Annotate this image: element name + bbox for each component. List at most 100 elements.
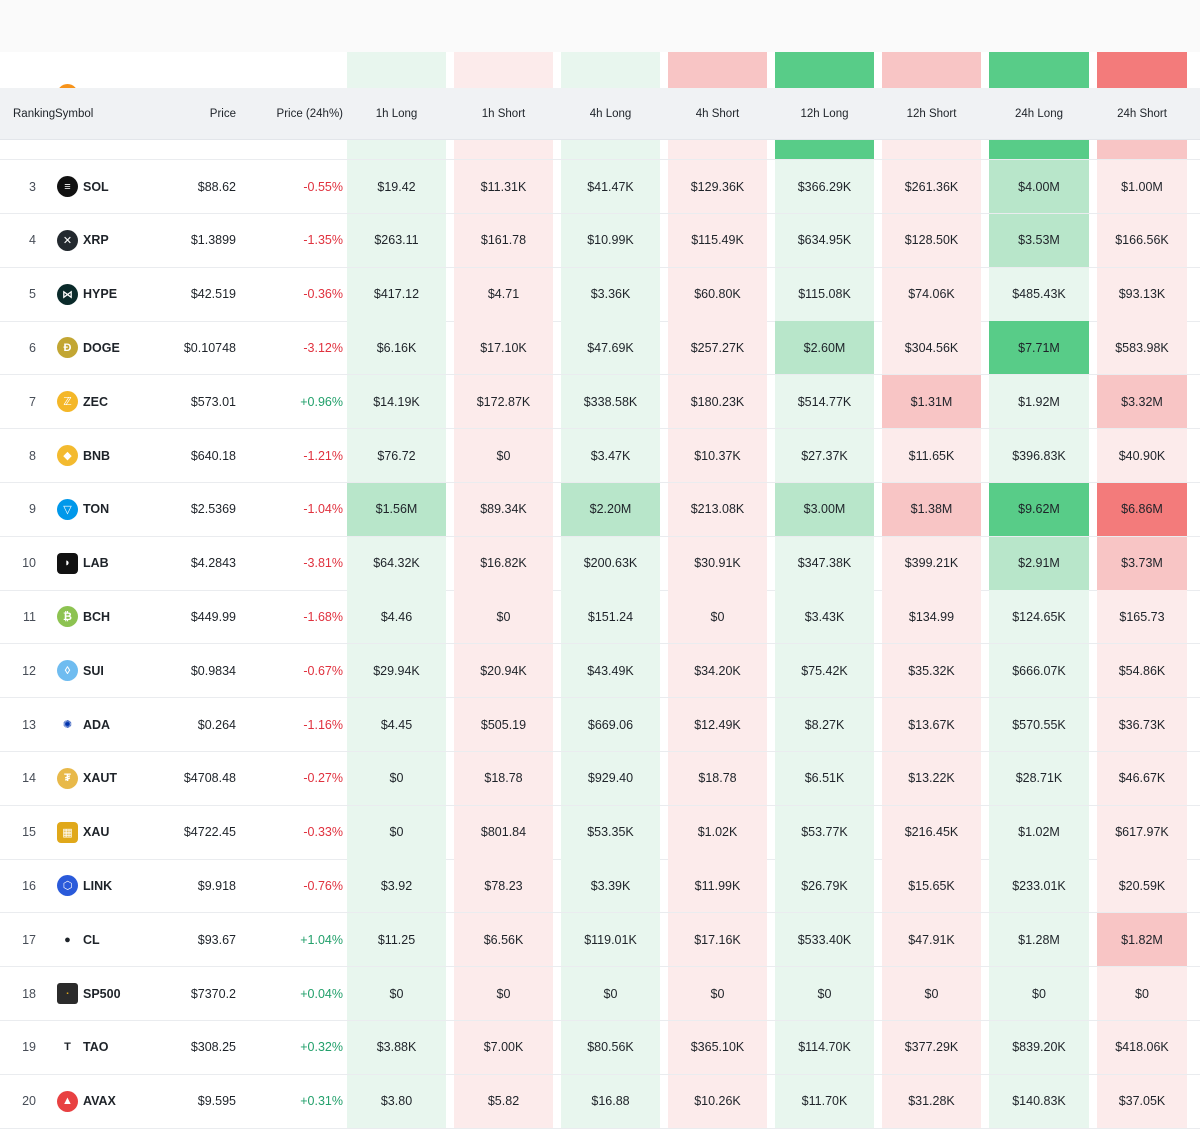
header-symbol[interactable]: Symbol — [55, 108, 94, 120]
rank-number: 11 — [23, 609, 36, 624]
table-row[interactable]: $3.92 $78.23 $3.39K $11.99K $26.79K $15.65K $2… — [0, 859, 1200, 914]
table-row[interactable]: $14.19K $172.87K $338.58K $180.23K $514.77K $… — [0, 375, 1200, 430]
header-price[interactable]: Price — [209, 108, 236, 120]
symbol-cell[interactable]: ₿ BCH — [57, 590, 177, 643]
table-row[interactable]: $11.25 $6.56K $119.01K $17.16K $533.40K $47.9… — [0, 913, 1200, 968]
cell-12h-long: $0 — [775, 967, 874, 1020]
cell-24h-long: $485.43K — [989, 267, 1089, 321]
header-24h-short[interactable]: 24h Short — [1117, 108, 1167, 120]
symbol-cell[interactable]: T TAO — [57, 1021, 177, 1074]
symbol-label: AVAX — [83, 1094, 116, 1109]
header-1h-long[interactable]: 1h Long — [375, 108, 418, 120]
price-change-value: -0.36% — [303, 287, 343, 302]
xrp-icon: ✕ — [57, 229, 78, 251]
price-value: $7370.2 — [190, 986, 236, 1001]
cell-12h-long: $366.29K — [775, 160, 874, 213]
header-24h-long[interactable]: 24h Long — [1015, 108, 1063, 120]
cell-12h-short: $15.65K — [882, 859, 981, 913]
cell-12h-short: $31.28K — [882, 1074, 981, 1128]
table-row[interactable]: $76.72 $0 $3.47K $10.37K $27.37K $11.65K $396.… — [0, 429, 1200, 483]
cell-1h-short: $0 — [454, 590, 553, 644]
table-row[interactable]: $4.46 $0 $151.24 $0 $3.43K $134.99 $124.65K $16… — [0, 590, 1200, 645]
header-price-change[interactable]: Price (24h%) — [276, 108, 343, 120]
cell-24h-short: $93.13K — [1097, 267, 1187, 321]
symbol-label: ZEC — [83, 394, 108, 409]
symbol-cell[interactable]: ▪ SP500 — [57, 967, 177, 1020]
price-change-value: -3.12% — [303, 340, 343, 355]
table-row[interactable]: $0 $0 $0 $0 $0 $0 $0 $0 18 ▪ SP500 $7370.2 +0.04% — [0, 967, 1200, 1021]
rank-number: 19 — [22, 1040, 36, 1055]
table-row[interactable]: $6.16K $17.10K $47.69K $257.27K $2.60M $304.5… — [0, 321, 1200, 376]
symbol-label: LINK — [83, 878, 113, 893]
symbol-cell[interactable]: ▦ XAU — [57, 806, 177, 859]
cell-24h-short: $3.32M — [1097, 375, 1187, 429]
symbol-cell[interactable]: Ð DOGE — [57, 321, 177, 374]
cell-24h-long: $1.02M — [989, 805, 1089, 859]
cell-24h-long: $4.00M — [989, 160, 1089, 213]
header-12h-long[interactable]: 12h Long — [800, 108, 849, 120]
header-4h-short[interactable]: 4h Short — [695, 108, 740, 120]
cell-1h-long: $0 — [347, 967, 446, 1020]
symbol-label: SP500 — [83, 986, 121, 1001]
cell-12h-long: $115.08K — [775, 267, 874, 321]
cell-4h-long: $151.24 — [561, 590, 660, 644]
symbol-cell[interactable]: ₮ XAUT — [57, 752, 177, 805]
cell-1h-short: $4.71 — [454, 267, 553, 321]
cell-12h-long: $8.27K — [775, 698, 874, 751]
header-4h-long[interactable]: 4h Long — [589, 108, 632, 120]
lab-icon: ◗ — [57, 552, 78, 574]
symbol-cell[interactable]: ℤ ZEC — [57, 375, 177, 428]
cell-12h-short: $74.06K — [882, 267, 981, 321]
symbol-cell[interactable]: ✺ ADA — [57, 698, 177, 751]
rank-number: 14 — [22, 771, 36, 786]
symbol-cell[interactable]: ◊ SUI — [57, 644, 177, 697]
cl-icon: ● — [57, 929, 78, 951]
symbol-cell[interactable]: ◆ BNB — [57, 429, 177, 482]
cell-4h-short: $30.91K — [668, 536, 767, 590]
cell-1h-long: $3.92 — [347, 859, 446, 913]
cell-1h-long: $29.94K — [347, 644, 446, 698]
symbol-cell[interactable]: ● CL — [57, 913, 177, 966]
cell-24h-short: $3.73M — [1097, 536, 1187, 590]
price-change-value: +0.32% — [300, 1040, 343, 1055]
table-row[interactable]: $1.56M $89.34K $2.20M $213.08K $3.00M $1.38M $… — [0, 482, 1200, 537]
symbol-cell[interactable]: ◗ LAB — [57, 537, 177, 590]
symbol-cell[interactable]: ▲ AVAX — [57, 1075, 177, 1128]
header-1h-short[interactable]: 1h Short — [481, 108, 526, 120]
cell-4h-long: $929.40 — [561, 751, 660, 805]
rank-number: 20 — [22, 1094, 36, 1109]
table-row[interactable]: $417.12 $4.71 $3.36K $60.80K $115.08K $74.06K… — [0, 267, 1200, 322]
table-row[interactable]: $0 $18.78 $929.40 $18.78 $6.51K $13.22K $28.71… — [0, 751, 1200, 806]
table-row[interactable]: $263.11 $161.78 $10.99K $115.49K $634.95K $12… — [0, 213, 1200, 268]
price-value: $42.519 — [190, 287, 236, 302]
rank-number: 6 — [29, 340, 36, 355]
symbol-cell[interactable]: ≡ SOL — [57, 160, 177, 213]
table-row[interactable]: $3.88K $7.00K $80.56K $365.10K $114.70K $377.… — [0, 1020, 1200, 1075]
table-row[interactable]: $29.94K $20.94K $43.49K $34.20K $75.42K $35.3… — [0, 644, 1200, 699]
price-change-value: -0.76% — [303, 878, 343, 893]
header-ranking[interactable]: Ranking — [13, 108, 56, 120]
table-row[interactable]: $4.45 $505.19 $669.06 $12.49K $8.27K $13.67K $… — [0, 698, 1200, 752]
cell-24h-long: $3.53M — [989, 213, 1089, 267]
cell-12h-short: $134.99 — [882, 590, 981, 644]
symbol-cell[interactable]: ✕ XRP — [57, 214, 177, 267]
cell-24h-long: $2.91M — [989, 536, 1089, 590]
symbol-cell[interactable]: ⬡ LINK — [57, 859, 177, 912]
cell-1h-long: $263.11 — [347, 213, 446, 267]
cell-24h-long: $7.71M — [989, 321, 1089, 375]
table-row[interactable]: $19.42 $11.31K $41.47K $129.36K $366.29K $261… — [0, 160, 1200, 214]
cell-1h-short: $20.94K — [454, 644, 553, 698]
price-value: $88.62 — [197, 179, 236, 194]
symbol-cell[interactable]: ⋈ HYPE — [57, 268, 177, 321]
symbol-cell[interactable]: ▽ TON — [57, 483, 177, 536]
table-row[interactable]: $0 $801.84 $53.35K $1.02K $53.77K $216.45K $1.… — [0, 805, 1200, 860]
cell-24h-short: $1.82M — [1097, 913, 1187, 967]
symbol-label: DOGE — [83, 340, 120, 355]
table-row[interactable]: $64.32K $16.82K $200.63K $30.91K $347.38K $39… — [0, 536, 1200, 591]
cell-24h-long: $0 — [989, 967, 1089, 1020]
table-row[interactable]: $3.80 $5.82 $16.88 $10.26K $11.70K $31.28K $14… — [0, 1074, 1200, 1129]
cell-4h-long: $338.58K — [561, 375, 660, 429]
cell-12h-long: $75.42K — [775, 644, 874, 698]
cell-1h-long: $4.46 — [347, 590, 446, 644]
header-12h-short[interactable]: 12h Short — [906, 108, 957, 120]
